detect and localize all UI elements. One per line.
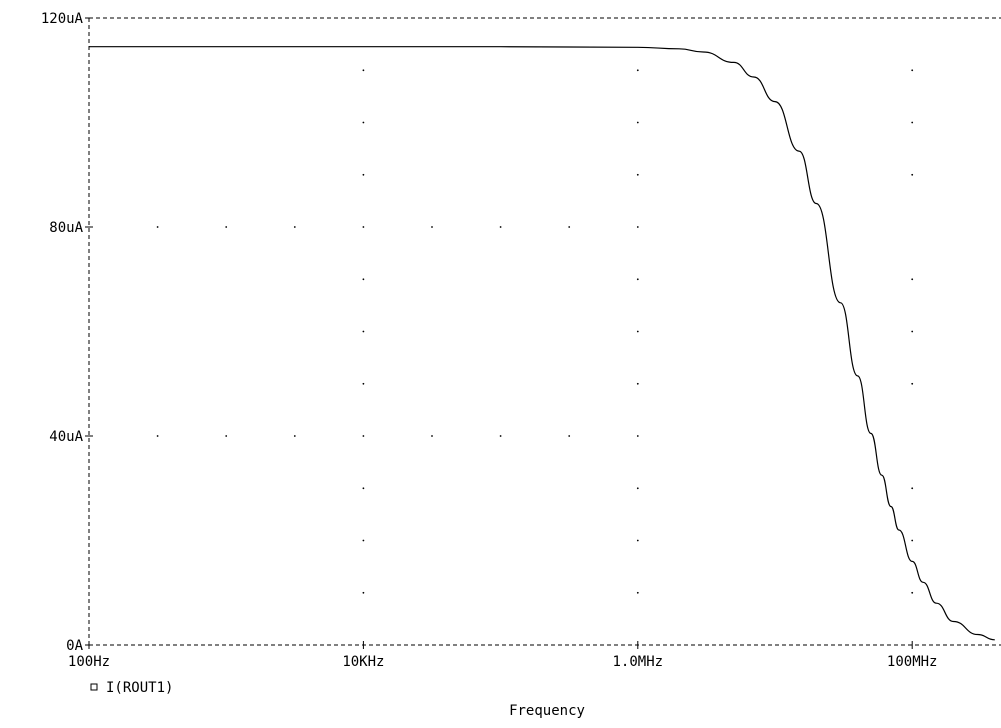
grid-dot [636, 487, 639, 490]
grid-dot [911, 487, 914, 490]
grid-dot [636, 539, 639, 542]
x-tick-label: 100Hz [68, 654, 110, 670]
grid-dot [911, 69, 914, 72]
y-axis-ticks: 0A 40uA 80uA 120uA [41, 11, 93, 654]
y-tick-label: 80uA [49, 220, 83, 236]
grid-dot [156, 226, 159, 228]
grid-dot [362, 591, 365, 594]
grid-dot [225, 435, 228, 437]
grid-dot [911, 278, 914, 281]
y-tick-label: 0A [66, 638, 83, 654]
grid-dot [636, 591, 639, 594]
grid-dot [362, 487, 365, 490]
grid-dot [911, 591, 914, 594]
grid-dot [568, 435, 571, 437]
grid-dot [156, 435, 159, 437]
grid-dot [431, 435, 433, 437]
grid-dot [293, 435, 296, 437]
grid-dot [636, 69, 639, 72]
grid-dot [362, 382, 365, 385]
grid-dot [225, 226, 228, 228]
grid-dot [362, 173, 365, 176]
grid-dot [636, 226, 639, 228]
x-axis-ticks: 100Hz 10KHz 1.0MHz 100MHz [68, 641, 938, 670]
grid-dot [636, 121, 639, 124]
legend-label: I(ROUT1) [106, 680, 173, 696]
legend-marker-square-icon [90, 683, 98, 691]
y-tick-label: 120uA [41, 11, 84, 27]
grid [156, 69, 914, 594]
grid-dot [362, 69, 365, 72]
grid-dot [362, 226, 365, 228]
grid-dot [362, 121, 365, 124]
grid-dot [911, 173, 914, 176]
series-line [88, 46, 995, 641]
grid-dot [911, 539, 914, 542]
grid-dot [636, 278, 639, 281]
grid-dot [568, 226, 571, 228]
x-axis-title: Frequency [509, 703, 585, 719]
series-layer [88, 46, 995, 641]
grid-dot [362, 435, 365, 437]
grid-dot [911, 382, 914, 385]
grid-dot [362, 278, 365, 281]
grid-dot [636, 330, 639, 333]
x-tick-label: 100MHz [887, 654, 938, 670]
grid-dot [293, 226, 296, 228]
plot-frame [88, 17, 1001, 646]
x-tick-label: 1.0MHz [613, 654, 664, 670]
grid-dot [636, 435, 639, 437]
grid-dot [499, 226, 502, 228]
grid-dot [431, 226, 433, 228]
grid-dot [911, 330, 914, 333]
y-tick-label: 40uA [49, 429, 83, 445]
grid-dot [362, 330, 365, 333]
grid-dot [636, 382, 639, 385]
x-tick-label: 10KHz [342, 654, 384, 670]
grid-dot [499, 435, 502, 437]
grid-dot [911, 121, 914, 124]
grid-dot [362, 539, 365, 542]
grid-dot [636, 173, 639, 176]
legend: I(ROUT1) [90, 680, 173, 696]
